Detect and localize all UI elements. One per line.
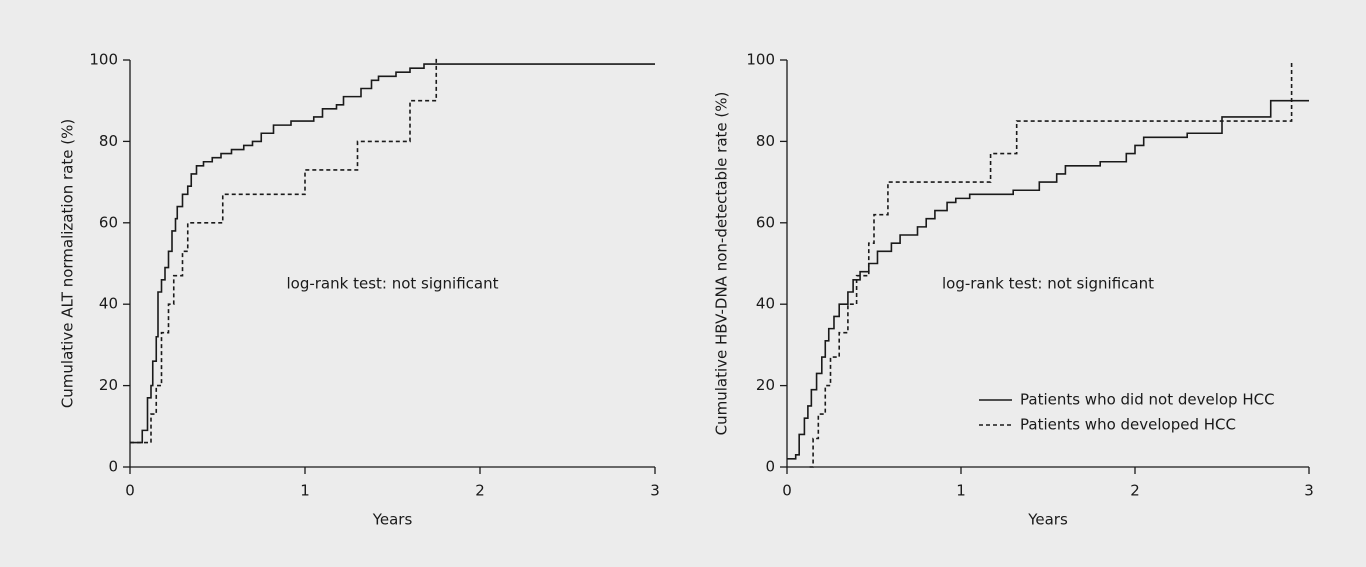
y-tick-label: 20 <box>99 376 118 394</box>
series-line <box>809 60 1293 468</box>
y-tick-label: 60 <box>99 213 118 231</box>
y-tick-label: 60 <box>756 213 775 231</box>
y-tick-label: 80 <box>99 132 118 150</box>
x-axis-label: Years <box>1027 511 1068 529</box>
x-tick-label: 2 <box>1130 482 1140 500</box>
x-tick-label: 1 <box>300 482 310 500</box>
y-tick-label: 40 <box>99 295 118 313</box>
annotation: log-rank test: not significant <box>286 274 498 292</box>
y-axis-label: Cumulative HBV-DNA non-detectable rate (… <box>713 92 731 436</box>
y-tick-label: 0 <box>108 458 118 476</box>
x-tick-label: 3 <box>1304 482 1314 500</box>
x-tick-label: 0 <box>125 482 135 500</box>
series-line <box>130 63 655 444</box>
y-tick-label: 20 <box>756 376 775 394</box>
legend-label: Patients who developed HCC <box>1020 416 1236 434</box>
y-tick-label: 100 <box>746 51 775 69</box>
series-line <box>787 99 1309 460</box>
series-line <box>130 55 438 444</box>
y-tick-label: 40 <box>756 295 775 313</box>
x-tick-label: 1 <box>956 482 966 500</box>
x-axis-label: Years <box>372 511 413 529</box>
y-axis-label: Cumulative ALT normalization rate (%) <box>59 119 77 408</box>
annotation: log-rank test: not significant <box>942 274 1154 292</box>
y-tick-label: 80 <box>756 132 775 150</box>
x-tick-label: 2 <box>475 482 485 500</box>
x-tick-label: 0 <box>782 482 792 500</box>
y-tick-label: 0 <box>765 458 775 476</box>
x-tick-label: 3 <box>650 482 660 500</box>
y-tick-label: 100 <box>89 51 118 69</box>
legend-label: Patients who did not develop HCC <box>1020 391 1275 409</box>
